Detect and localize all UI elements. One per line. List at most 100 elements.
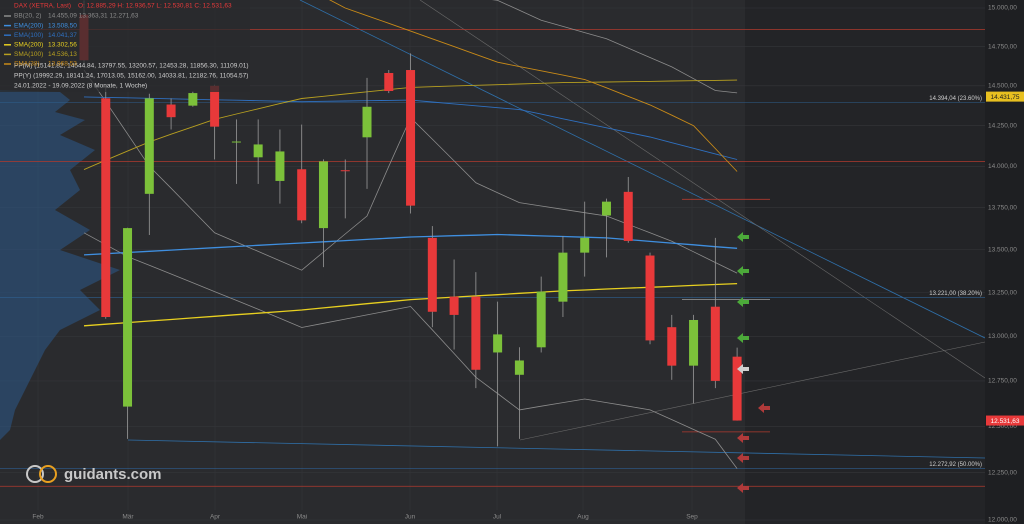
candle-body [558, 252, 568, 302]
pivot-yearly: PP(Y) (19992.29, 18141.24, 17013.05, 151… [14, 73, 248, 80]
trendlines [127, 0, 985, 459]
legend-background [0, 0, 250, 92]
fib-label: 14.394,04 (23.60%) [929, 96, 982, 102]
arrow [737, 266, 749, 276]
x-tick-label: Jul [493, 514, 502, 521]
candle-body [231, 141, 241, 143]
axis-background [985, 0, 1024, 524]
legend-value: 14.041,37 [48, 32, 77, 39]
x-tick-label: Aug [577, 514, 589, 521]
x-tick-label: Mär [122, 514, 134, 521]
trendline [127, 439, 985, 459]
fib-label: 13.221,00 (38.20%) [929, 291, 982, 297]
candle-body [210, 85, 220, 127]
x-tick-label: Feb [32, 514, 44, 521]
arrow [758, 403, 770, 413]
legend-name: SMA(100) [14, 51, 43, 58]
y-tick-label: 12.500,00 [988, 423, 1017, 430]
period: 24.01.2022 - 19.09.2022 (8 Monate, 1 Woc… [14, 83, 147, 90]
y-tick-label: 14.250,00 [988, 122, 1017, 129]
y-tick-label: 13.750,00 [988, 204, 1017, 211]
y-tick-label: 15.000,00 [988, 5, 1017, 12]
y-tick-label: 14.000,00 [988, 163, 1017, 170]
candle-body [689, 319, 699, 366]
candle-body [514, 360, 524, 375]
arrow [737, 364, 749, 374]
candle-body [188, 93, 198, 106]
candle-body [536, 291, 546, 348]
arrow [737, 297, 749, 307]
trendline [519, 341, 985, 441]
candle-body [123, 228, 133, 407]
ohlc: O: 12.885,29 H: 12.936,57 L: 12.530,81 C… [78, 3, 232, 10]
legend-value: 13.968,53 [48, 61, 77, 68]
bollinger-lower [83, 232, 738, 469]
y-tick-label: 12.000,00 [988, 517, 1017, 524]
logo [39, 465, 57, 483]
candle-body [166, 104, 176, 118]
legend-name: BB(20, 2) [14, 13, 41, 20]
candle-body [449, 296, 459, 315]
watermark-text: guidants.com [64, 466, 162, 483]
candle-body [340, 170, 350, 172]
price-tag [986, 415, 1024, 426]
instrument: DAX (XETRA, Last) [14, 3, 71, 10]
trendline [419, 0, 985, 379]
arrow [737, 453, 749, 463]
legend-value: 14.536,13 [48, 51, 77, 58]
x-tick-label: Jun [405, 514, 416, 521]
candle-body [493, 334, 503, 353]
x-tick-label: Sep [686, 514, 698, 521]
candle-body [144, 98, 154, 194]
candle-body [427, 237, 437, 312]
y-tick-label: 13.250,00 [988, 289, 1017, 296]
plot [0, 0, 985, 487]
legend-name: EMA(100) [14, 32, 43, 39]
legend-name: SMA(200) [14, 42, 43, 49]
candle-body [580, 237, 590, 253]
legend-value: 14.455,09 13.363,31 12.271,63 [48, 13, 139, 20]
y-tick-label: 12.250,00 [988, 469, 1017, 476]
x-tick-label: Mai [297, 514, 307, 521]
candle-body [318, 161, 328, 229]
y-tick-label: 13.000,00 [988, 333, 1017, 340]
arrow [737, 333, 749, 343]
candle-body [710, 306, 720, 381]
trendline [299, 0, 985, 339]
x-tick-label: Apr [210, 514, 221, 521]
candle-body [297, 169, 307, 221]
indicator-line [83, 282, 738, 327]
candle-body [406, 70, 416, 206]
candle-body [471, 296, 481, 370]
candle-body [275, 151, 285, 181]
legend-value: 13.508,50 [48, 22, 77, 29]
candle-body [645, 255, 655, 341]
price-tag [986, 91, 1024, 102]
candle-body [623, 191, 633, 241]
legend-name: EMA(200) [14, 22, 43, 29]
y-tick-label: 14.750,00 [988, 43, 1017, 50]
y-tick-label: 14.500,00 [988, 83, 1017, 90]
y-tick-label: 13.500,00 [988, 246, 1017, 253]
candle-body [384, 73, 394, 92]
arrow [737, 483, 749, 493]
future-area [745, 0, 985, 524]
pivot-monthly: PP(M) (15141.82, 14544.84, 13797.55, 132… [14, 63, 249, 70]
candle-body [362, 106, 372, 138]
price-tag-label: 12.531,63 [991, 418, 1020, 425]
signal-arrows [737, 232, 770, 493]
candle-body [253, 144, 263, 158]
logo [26, 465, 44, 483]
price-tag-label: 14.431,75 [991, 94, 1020, 101]
indicator-line [329, 0, 738, 172]
candle-body [667, 327, 677, 366]
fib-label: 12.272,92 (50.00%) [929, 462, 982, 468]
arrow [737, 232, 749, 242]
legend: DAX (XETRA, Last) O: 12.885,29 H: 12.936… [4, 3, 249, 90]
candle-body [601, 201, 611, 216]
bollinger-upper [491, 0, 738, 94]
arrow [737, 433, 749, 443]
legend-value: 13.302,56 [48, 42, 77, 49]
volume-profile [0, 90, 120, 440]
